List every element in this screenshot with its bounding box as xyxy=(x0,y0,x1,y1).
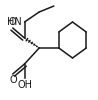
Text: O: O xyxy=(10,75,18,85)
Text: HN: HN xyxy=(7,17,22,27)
Text: OH: OH xyxy=(17,80,32,90)
Text: O: O xyxy=(9,17,17,27)
